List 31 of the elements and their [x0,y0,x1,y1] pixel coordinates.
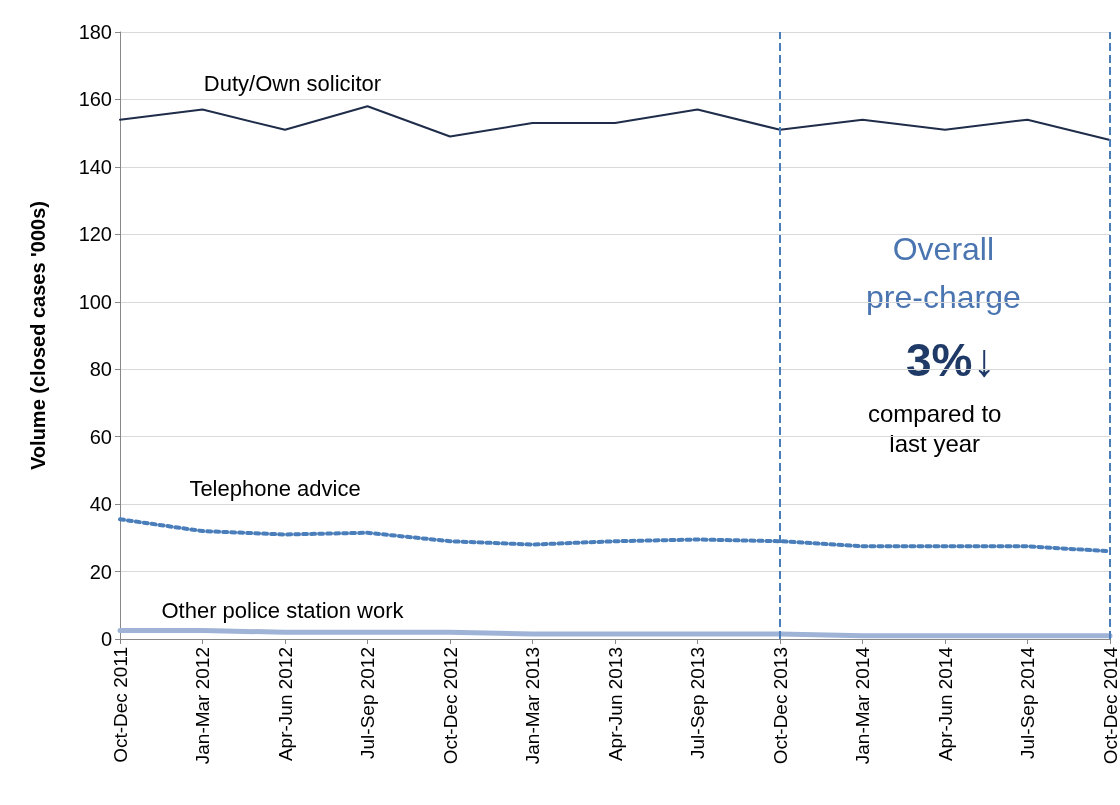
y-tick-label: 180 [78,21,112,43]
y-tick-label: 140 [78,155,112,178]
y-tick-label: 120 [78,223,112,246]
x-tick-label: Jan-Mar 2013 [522,647,543,765]
annotation: 3%↓ [906,334,996,386]
y-tick-label: 160 [78,88,112,111]
x-tick-label: Oct-Dec 2014 [1099,646,1120,765]
x-tick-label: Jul-Sep 2012 [357,647,378,759]
y-tick-label: 60 [89,425,112,448]
series-label: Duty/Own solicitor [203,71,382,97]
x-tick-label: Apr-Jun 2013 [604,647,626,762]
x-tick-label: Oct-Dec 2012 [439,647,461,765]
x-tick-label: Jul-Sep 2014 [1017,646,1038,759]
series-label: Telephone advice [189,475,361,501]
x-tick-label: Jan-Mar 2014 [852,646,873,765]
x-tick-label: Jan-Mar 2012 [192,647,213,765]
x-tick-label: Apr-Jun 2014 [934,646,956,762]
x-tick-label: Oct-Dec 2011 [109,647,131,763]
y-tick-label: 80 [89,358,112,381]
y-tick-label: 20 [89,560,112,583]
series-label: Other police station work [161,598,405,624]
annotation: Overall pre-charge [866,231,1021,315]
x-tick-label: Oct-Dec 2013 [769,647,791,765]
y-tick-label: 100 [78,290,112,313]
y-tick-label: 0 [100,628,112,650]
y-tick-label: 40 [89,493,112,516]
line-series [119,105,1111,141]
x-tick-label: Jul-Sep 2013 [687,647,708,759]
x-tick-label: Apr-Jun 2012 [274,647,296,762]
annotation: compared to last year [868,399,1002,457]
y-axis-title: Volume (closed cases '000s) [27,201,49,470]
